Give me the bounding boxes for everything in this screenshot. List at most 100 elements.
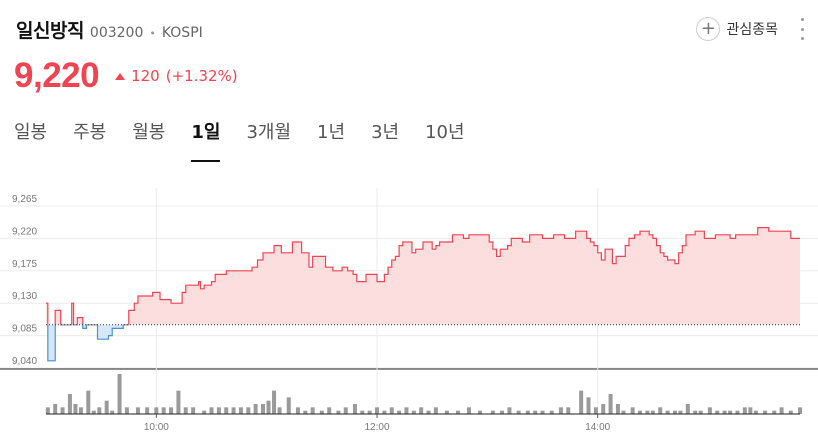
tab-1year[interactable]: 1년 [317, 122, 346, 143]
volume-bar [601, 404, 606, 414]
y-tick-label: 9,085 [12, 324, 37, 335]
volume-bar [367, 410, 372, 414]
volume-bar [707, 407, 712, 414]
volume-bar [549, 410, 554, 414]
volume-bar [558, 407, 563, 414]
volume-bar [419, 407, 424, 414]
x-tick-label: 14:00 [585, 422, 610, 433]
y-tick-label: 9,265 [12, 194, 37, 205]
volume-bar [73, 404, 78, 414]
volume-bar [411, 410, 416, 414]
volume-bar [645, 410, 650, 414]
intraday-price-chart[interactable]: 9,040 9,085 9,130 9,175 9,220 9,265 10:00 12:0… [0, 176, 818, 434]
volume-bar [238, 407, 243, 414]
price-area-up [46, 227, 800, 325]
price-area [46, 227, 800, 361]
tab-1day[interactable]: 1일 [191, 118, 221, 162]
volume-bar [798, 407, 802, 414]
volume-bar [678, 410, 683, 414]
tab-monthly[interactable]: 월봉 [132, 122, 166, 143]
volume-bar [154, 407, 159, 414]
separator-dot: • [149, 27, 156, 40]
volume-bar [742, 407, 747, 414]
volume-bar [630, 407, 635, 414]
tab-weekly[interactable]: 주봉 [73, 122, 107, 143]
volume-bar [97, 407, 102, 414]
volume-bar [86, 390, 91, 414]
up-arrow-icon [115, 72, 126, 80]
volume-bar [110, 410, 115, 414]
volume-bar [319, 410, 324, 414]
volume-bar [698, 410, 703, 414]
stock-name: 일신방직 [16, 20, 84, 42]
volume-bar [303, 410, 308, 414]
volume-bar [266, 400, 271, 414]
tab-daily[interactable]: 일봉 [14, 122, 48, 143]
volume-bar [310, 407, 315, 414]
volume-bar [500, 410, 505, 414]
plus-icon: + [696, 17, 721, 41]
y-tick-label: 9,220 [12, 226, 37, 237]
watchlist-label: 관심종목 [726, 22, 778, 38]
volume-bar [433, 407, 438, 414]
volume-bar [665, 410, 670, 414]
volume-bar [579, 390, 584, 414]
price-line-up [46, 227, 800, 325]
x-tick-label: 12:00 [365, 422, 390, 433]
volume-bar [286, 397, 291, 414]
tab-10years[interactable]: 10년 [425, 122, 465, 143]
volume-bar [753, 410, 758, 414]
volume-bar [404, 407, 409, 414]
volume-bar [360, 410, 365, 414]
volume-bar [277, 407, 282, 414]
volume-bar [426, 410, 431, 414]
volume-bar [772, 410, 777, 414]
volume-bar [336, 410, 341, 414]
volume-bar [375, 407, 380, 414]
volume-bar [621, 410, 626, 414]
tab-3years[interactable]: 3년 [371, 122, 400, 143]
volume-bar [382, 410, 387, 414]
more-dot-icon [800, 27, 804, 31]
price-line [46, 227, 800, 362]
volume-bar [693, 410, 698, 414]
volume-bar [231, 407, 236, 414]
volume-bar [216, 407, 221, 414]
volume-bar [389, 407, 394, 414]
volume-bar [78, 407, 83, 414]
more-menu-button[interactable] [796, 18, 808, 40]
volume-bar [53, 404, 58, 414]
y-tick-label: 9,130 [12, 291, 37, 302]
price-area-down [47, 324, 124, 361]
volume-bar [343, 407, 348, 414]
volume-bar [295, 407, 300, 414]
volume-bar [104, 400, 109, 414]
volume-bar [608, 394, 613, 414]
current-price: 9,220 [14, 56, 100, 95]
volume-bar [788, 410, 793, 414]
volume-bar [735, 410, 740, 414]
volume-bar [507, 407, 512, 414]
price-row: 9,220 120 (+1.32%) [14, 56, 238, 96]
add-watchlist-button[interactable]: + 관심종목 [696, 16, 778, 42]
price-change-percent: (+1.32%) [165, 67, 238, 85]
volume-bar [161, 407, 166, 414]
volume-bar [135, 407, 140, 414]
more-dot-icon [800, 18, 804, 21]
volume-bar [779, 407, 784, 414]
volume-bar [586, 397, 591, 414]
volume-bar [45, 407, 50, 414]
volume-bar [455, 410, 460, 414]
price-change: 120 [131, 67, 160, 85]
volume-bar [525, 410, 530, 414]
volume-bar [490, 410, 495, 414]
period-tabs: 일봉 주봉 월봉 1일 3개월 1년 3년 10년 [14, 118, 491, 162]
tab-3months[interactable]: 3개월 [246, 122, 292, 143]
x-tick-label: 10:00 [144, 422, 169, 433]
more-dot-icon [800, 37, 804, 40]
volume-bar [191, 407, 196, 414]
volume-bar [272, 390, 277, 414]
volume-bar [397, 410, 402, 414]
stock-code: 003200 [89, 25, 144, 41]
volume-bar [615, 404, 620, 414]
